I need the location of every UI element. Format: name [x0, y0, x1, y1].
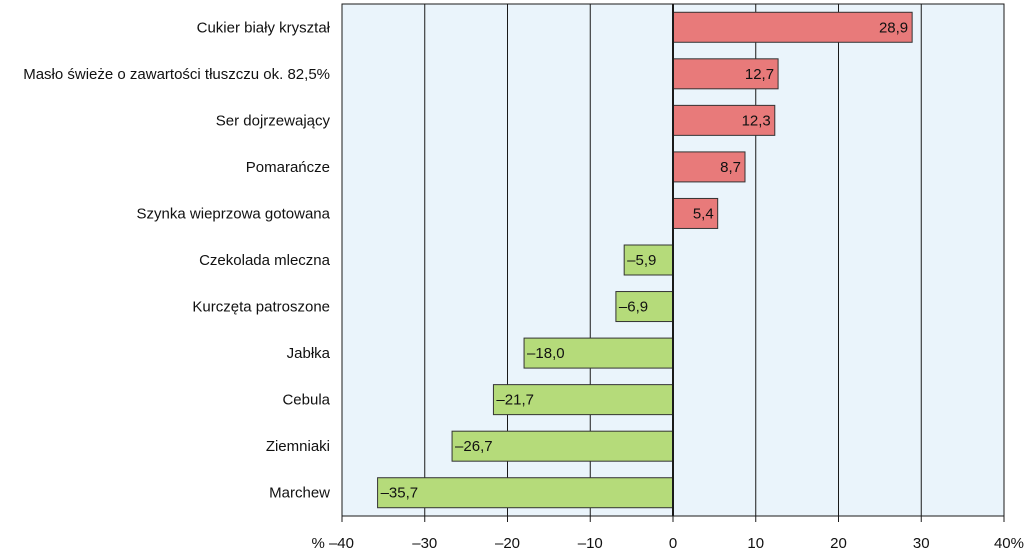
data-label: –26,7 [455, 438, 493, 455]
bar [672, 104, 776, 136]
x-axis: % –40 –30 –20 –10 0 10 20 30 40% [311, 4, 1024, 552]
data-label: –18,0 [527, 345, 565, 362]
data-label: 12,7 [745, 66, 774, 83]
category-label: Kurczęta patroszone [192, 299, 330, 316]
tick-label: 20 [830, 535, 847, 552]
tick-label: % –40 [311, 535, 354, 552]
bar [377, 477, 674, 509]
category-label: Marchew [269, 485, 330, 502]
tick-label: 0 [669, 535, 677, 552]
data-label: –6,9 [619, 299, 648, 316]
bar [523, 337, 674, 369]
tick-label: 40% [994, 535, 1024, 552]
bar [615, 291, 674, 323]
category-label: Pomarańcze [246, 159, 330, 176]
bar [672, 151, 746, 183]
bar [672, 197, 719, 229]
data-label: 8,7 [720, 159, 741, 176]
category-label: Czekolada mleczna [199, 252, 331, 269]
bars: 28,9 12,7 12,3 8,7 5,4 –5,9 –6,9 –18,0 –21,7 –26,… [377, 11, 913, 509]
tick-label: –20 [495, 535, 520, 552]
data-label: –21,7 [496, 392, 534, 409]
tick-label: –10 [578, 535, 603, 552]
category-label: Ser dojrzewający [216, 112, 331, 129]
data-label: –35,7 [381, 485, 419, 502]
bar [672, 11, 913, 43]
data-label: 5,4 [693, 205, 714, 222]
bar [672, 58, 779, 90]
category-label: Szynka wieprzowa gotowana [137, 205, 331, 222]
category-label: Masło świeże o zawartości tłuszczu ok. 8… [23, 66, 330, 83]
category-label: Cebula [282, 392, 330, 409]
bar [451, 430, 674, 462]
category-label: Jabłka [287, 345, 331, 362]
category-labels: Cukier biały kryształ Masło świeże o zawa… [23, 19, 330, 501]
tick-label: 30 [913, 535, 930, 552]
data-label: 12,3 [742, 112, 771, 129]
tick-label: –30 [412, 535, 437, 552]
category-label: Ziemniaki [266, 438, 330, 455]
category-label: Cukier biały kryształ [197, 19, 331, 36]
data-label: 28,9 [879, 19, 908, 36]
tick-label: 10 [747, 535, 764, 552]
data-label: –5,9 [627, 252, 656, 269]
